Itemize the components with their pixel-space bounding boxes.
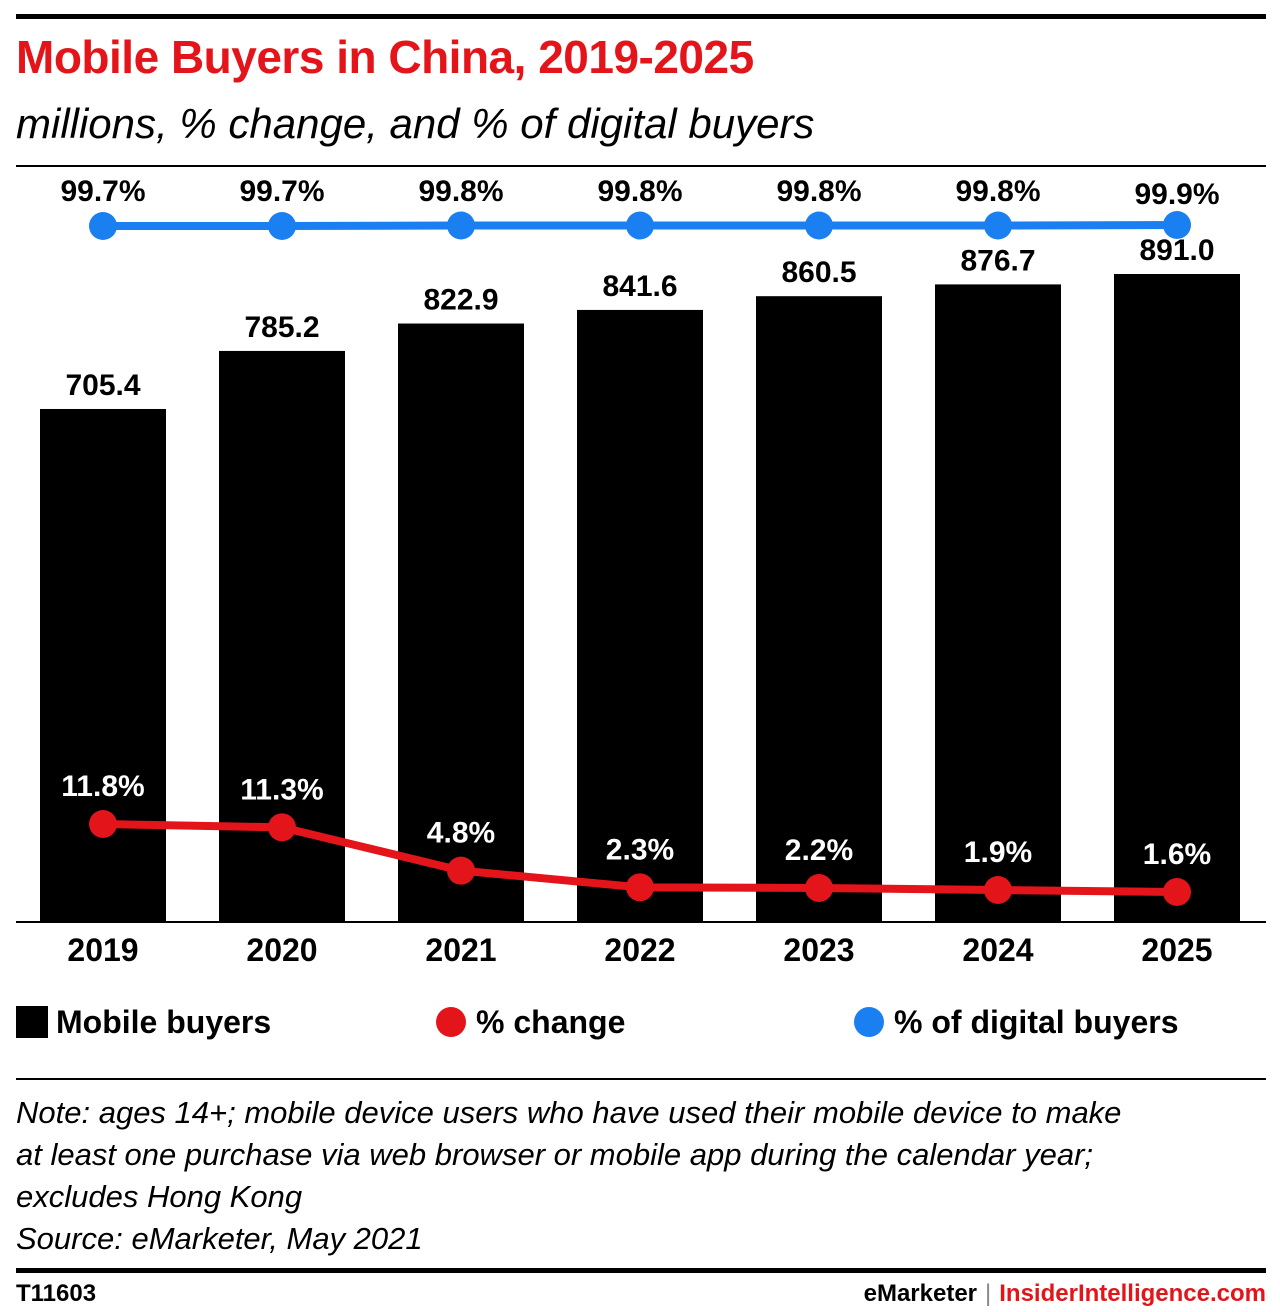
percent-change-label: 11.8%: [61, 770, 144, 803]
percent-digital-point: [805, 211, 833, 240]
bar: [935, 284, 1061, 922]
brand-emarketer: eMarketer: [863, 1280, 978, 1307]
percent-change-point: [626, 873, 654, 902]
subtitle-rule: [16, 165, 1266, 167]
labels-layer: 705.4 785.2 822.9 841.6 860.5 876.7 891.0 11.8%…: [60, 175, 1219, 871]
bar: [40, 408, 166, 922]
percent-change-label: 2.2%: [785, 834, 853, 867]
x-tick-labels: 2019 2020 2021 2022 2023 2024 2025: [67, 932, 1212, 968]
legend-dot-change: [436, 1007, 466, 1037]
top-rule: [16, 14, 1266, 19]
x-tick-label: 2024: [962, 932, 1033, 968]
percent-change-point: [805, 874, 833, 902]
x-tick-label: 2019: [67, 932, 138, 968]
bar-value-label: 841.6: [602, 270, 677, 303]
percent-change-label: 1.6%: [1143, 838, 1211, 871]
chart-id: T11603: [16, 1280, 97, 1307]
bar: [577, 309, 703, 923]
percent-change-point: [984, 876, 1012, 904]
legend-dot-digital: [854, 1007, 884, 1037]
chart-note: Note: ages 14+; mobile device users who …: [16, 1092, 1266, 1260]
bar-value-label: 860.5: [781, 256, 856, 289]
bar: [398, 323, 524, 922]
percent-change-point: [89, 810, 117, 838]
percent-digital-label: 99.7%: [239, 175, 324, 208]
legend-label-change: % change: [476, 1003, 626, 1040]
bar: [1114, 274, 1240, 922]
footer-brand: eMarketer | InsiderIntelligence.com: [864, 1280, 1266, 1308]
percent-digital-label: 99.8%: [955, 175, 1040, 208]
bar-value-label: 822.9: [423, 284, 498, 317]
footer-rule: [16, 1268, 1266, 1273]
percent-change-point: [268, 813, 296, 842]
percent-digital-label: 99.8%: [418, 175, 503, 208]
x-tick-label: 2022: [604, 932, 675, 968]
x-tick-label: 2023: [783, 932, 854, 968]
bar: [756, 296, 882, 922]
x-tick-label: 2021: [425, 932, 496, 968]
note-line: Note: ages 14+; mobile device users who …: [16, 1095, 1122, 1130]
legend-mobile-buyers: Mobile buyers: [16, 1000, 271, 1044]
legend-percent-change: % change: [436, 1000, 625, 1044]
bars-layer: [40, 274, 1240, 923]
percent-change-label: 2.3%: [606, 833, 674, 866]
note-line: at least one purchase via web browser or…: [16, 1137, 1094, 1172]
percent-change-label: 11.3%: [240, 773, 323, 806]
bar-value-label: 876.7: [960, 244, 1035, 277]
percent-digital-point: [268, 212, 296, 240]
x-tick-label: 2025: [1141, 932, 1212, 968]
legend-label-digital: % of digital buyers: [894, 1003, 1179, 1040]
percent-digital-point: [984, 211, 1012, 240]
percent-digital-label: 99.7%: [60, 175, 145, 208]
source-line: Source: eMarketer, May 2021: [16, 1221, 423, 1256]
x-tick-label: 2020: [246, 932, 317, 968]
chart-subtitle: millions, % change, and % of digital buy…: [16, 100, 815, 147]
bar-value-label: 705.4: [65, 369, 140, 402]
note-line: excludes Hong Kong: [16, 1179, 303, 1214]
legend-percent-digital: % of digital buyers: [854, 1000, 1178, 1044]
bar-value-label: 891.0: [1139, 234, 1214, 267]
chart-area: 705.4 785.2 822.9 841.6 860.5 876.7 891.0 11.8%…: [16, 175, 1266, 968]
bar-value-label: 785.2: [244, 311, 319, 344]
percent-digital-point: [626, 211, 654, 240]
percent-change-point: [1163, 878, 1191, 906]
percent-digital-label: 99.8%: [776, 175, 861, 208]
brand-insider-intelligence: InsiderIntelligence.com: [999, 1280, 1266, 1307]
legend-label-bars: Mobile buyers: [56, 1003, 272, 1040]
percent-digital-point: [447, 211, 475, 240]
note-rule: [16, 1078, 1266, 1080]
percent-change-label: 4.8%: [427, 817, 495, 850]
percent-digital-point: [89, 212, 117, 240]
legend-swatch-bars: [16, 1006, 48, 1038]
lines-layer: [89, 211, 1191, 906]
brand-separator: |: [985, 1280, 992, 1307]
percent-change-point: [447, 856, 475, 885]
percent-change-label: 1.9%: [964, 836, 1032, 869]
chart-title: Mobile Buyers in China, 2019-2025: [16, 31, 754, 83]
percent-digital-label: 99.9%: [1134, 178, 1219, 211]
percent-digital-point: [1163, 211, 1191, 239]
percent-digital-label: 99.8%: [597, 175, 682, 208]
